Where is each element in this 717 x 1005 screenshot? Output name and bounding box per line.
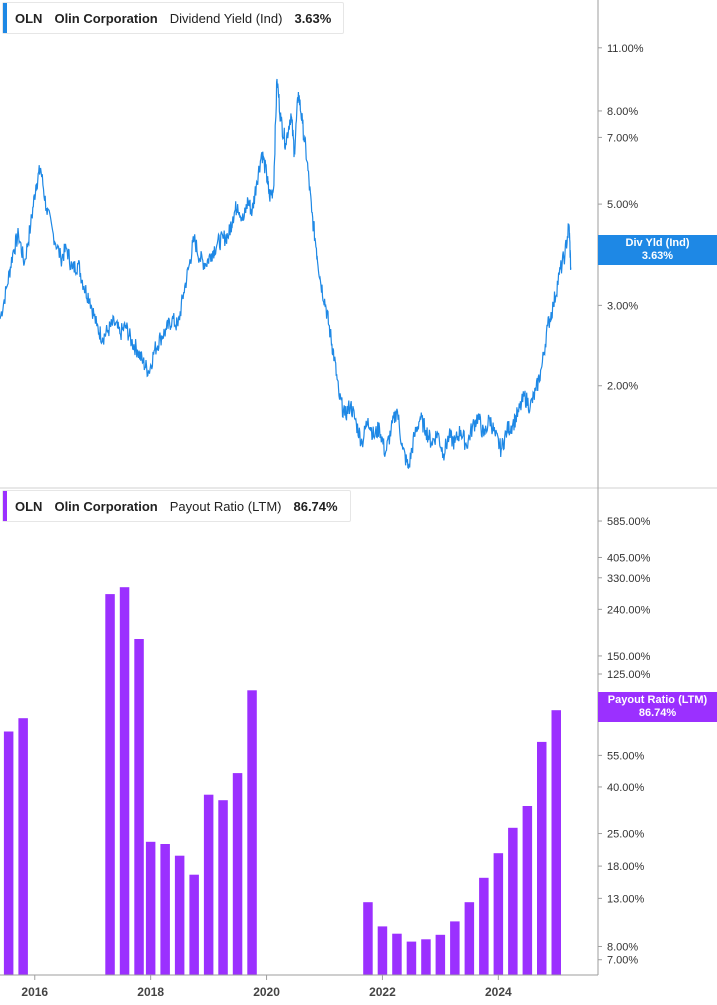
- yield-legend-metric: Dividend Yield (Ind): [169, 10, 283, 26]
- yield-tag-value: 3.63%: [641, 250, 674, 262]
- payout-axis-layer: 585.00% 405.00% 330.00% 240.00% 150.00% 125.0…: [598, 516, 651, 967]
- payout-bar: [218, 800, 228, 975]
- payout-bar: [189, 874, 199, 975]
- payout-bar: [522, 806, 533, 975]
- yield-tag-label: Div Yld (Ind): [625, 237, 690, 249]
- payout-legend: OLN Olin Corporation Payout Ratio (LTM) …: [2, 490, 351, 522]
- yield-y-tick-label: 8.00%: [607, 106, 638, 118]
- payout-y-tick-label: 25.00%: [607, 829, 645, 841]
- payout-bar: [160, 844, 170, 975]
- payout-tag-value: 86.74%: [638, 707, 677, 719]
- payout-bar: [363, 902, 373, 975]
- yield-y-tick-label: 2.00%: [607, 381, 638, 393]
- yield-legend-swatch: [3, 3, 7, 33]
- payout-y-tick-label: 125.00%: [607, 669, 651, 681]
- payout-bar: [203, 794, 214, 975]
- yield-legend-ticker: OLN: [15, 10, 43, 26]
- payout-bar: [479, 877, 489, 975]
- payout-bar: [493, 853, 504, 975]
- payout-y-tick-label: 240.00%: [607, 604, 651, 616]
- payout-y-tick-label: 55.00%: [607, 750, 645, 762]
- payout-value-tag: Payout Ratio (LTM) 86.74%: [598, 692, 717, 722]
- yield-series-line: [0, 78, 572, 470]
- yield-value-tag: Div Yld (Ind) 3.63%: [598, 235, 717, 265]
- payout-bar: [537, 741, 547, 975]
- payout-bar: [134, 639, 144, 975]
- payout-bar: [105, 594, 115, 975]
- payout-y-tick-label: 13.00%: [607, 893, 645, 905]
- yield-y-tick-label: 3.00%: [607, 300, 638, 312]
- payout-bar: [3, 731, 14, 975]
- payout-y-tick-label: 405.00%: [607, 552, 651, 564]
- yield-legend: OLN Olin Corporation Dividend Yield (Ind…: [2, 2, 345, 34]
- x-axis-layer: 2016 2018 2020 2022 2024: [0, 974, 598, 999]
- payout-legend-metric: Payout Ratio (LTM): [169, 498, 282, 514]
- payout-y-tick-label: 18.00%: [607, 861, 645, 873]
- payout-y-tick-label: 585.00%: [607, 516, 651, 528]
- yield-y-tick-label: 7.00%: [607, 132, 638, 144]
- payout-y-tick-label: 8.00%: [607, 941, 638, 953]
- x-tick-label: 2022: [369, 985, 396, 999]
- payout-y-tick-label: 40.00%: [607, 782, 645, 794]
- payout-y-tick-label: 330.00%: [607, 573, 651, 585]
- yield-legend-value: 3.63%: [294, 10, 332, 26]
- payout-legend-company: Olin Corporation: [54, 498, 158, 514]
- payout-legend-swatch: [3, 491, 7, 521]
- payout-bar: [377, 926, 388, 975]
- payout-bar: [145, 841, 156, 975]
- payout-bar: [247, 690, 257, 975]
- payout-bar: [406, 941, 417, 975]
- x-tick-label: 2020: [253, 985, 280, 999]
- payout-bar: [119, 587, 130, 975]
- payout-bar: [421, 939, 431, 975]
- payout-legend-value: 86.74%: [293, 498, 338, 514]
- payout-bar: [508, 827, 518, 975]
- payout-bar-layer: [3, 587, 561, 975]
- x-tick-label: 2018: [137, 985, 164, 999]
- payout-y-tick-label: 7.00%: [607, 955, 638, 967]
- payout-bar: [174, 855, 185, 975]
- payout-bar: [435, 934, 446, 975]
- payout-legend-ticker: OLN: [15, 498, 43, 514]
- payout-bar: [18, 718, 28, 975]
- yield-line-layer: [0, 78, 572, 470]
- payout-bar: [232, 773, 243, 975]
- payout-y-tick-label: 150.00%: [607, 651, 651, 663]
- payout-bar: [392, 933, 402, 975]
- payout-bar: [450, 921, 460, 975]
- yield-legend-company: Olin Corporation: [54, 10, 158, 26]
- payout-bar: [551, 710, 561, 975]
- payout-tag-label: Payout Ratio (LTM): [607, 694, 708, 706]
- yield-y-tick-label: 5.00%: [607, 199, 638, 211]
- yield-y-tick-label: 11.00%: [607, 43, 644, 55]
- x-tick-label: 2016: [21, 985, 48, 999]
- yield-axis-layer: 11.00% 8.00% 7.00% 5.00% 3.00% 2.00%: [0, 0, 717, 975]
- payout-bar: [464, 902, 475, 975]
- x-tick-label: 2024: [485, 985, 512, 999]
